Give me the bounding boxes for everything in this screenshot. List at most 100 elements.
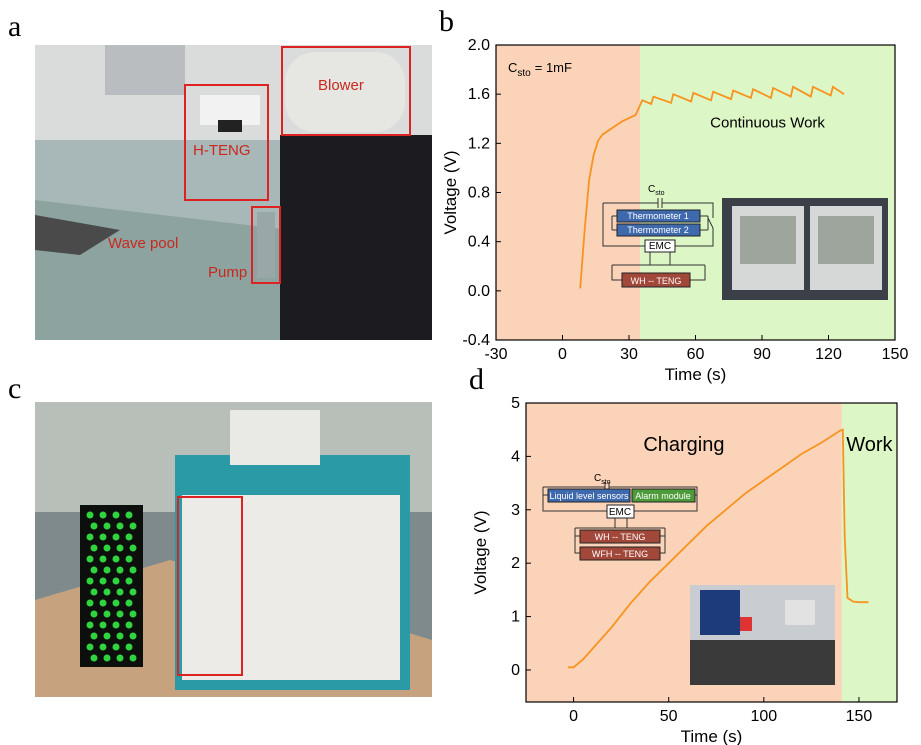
- alarm: [740, 617, 752, 631]
- led: [112, 621, 120, 629]
- lcd: [818, 216, 874, 264]
- capacitor-subscript: sto: [655, 190, 664, 197]
- led: [99, 643, 107, 651]
- led: [129, 544, 137, 552]
- led: [125, 555, 133, 563]
- y-tick-label: 5: [511, 395, 520, 412]
- inset-photo-b: [722, 198, 888, 300]
- x-tick-label: 60: [687, 346, 705, 363]
- y-tick-label: 0.0: [468, 283, 490, 300]
- cabinet: [105, 45, 185, 95]
- y-axis-title: Voltage (V): [441, 150, 460, 234]
- y-axis-title: Voltage (V): [471, 510, 490, 594]
- led: [116, 632, 124, 640]
- x-tick-label: 150: [846, 708, 873, 725]
- data-line: [579, 85, 845, 289]
- circuit-d: Csto Liquid level sensors Alarm module E…: [542, 473, 698, 561]
- capacitor-label: Csto: [648, 184, 665, 197]
- led: [116, 566, 124, 574]
- panel-label: a: [8, 10, 21, 43]
- led: [90, 522, 98, 530]
- blower-body: [285, 52, 405, 132]
- teng-core: [218, 120, 242, 132]
- led: [129, 588, 137, 596]
- emc-box: [606, 504, 635, 519]
- x-tick-label: 30: [620, 346, 638, 363]
- annotation-box: [184, 84, 269, 201]
- led: [99, 533, 107, 541]
- y-tick-label: -0.4: [462, 332, 490, 349]
- y-tick-label: 0.4: [468, 234, 490, 251]
- load-label: Alarm module: [635, 491, 691, 501]
- photo-c: [35, 402, 432, 697]
- emc-label: EMC: [649, 241, 671, 252]
- led: [103, 522, 111, 530]
- led: [99, 555, 107, 563]
- led: [112, 577, 120, 585]
- source-box: [579, 546, 661, 561]
- x-tick-label: 90: [753, 346, 771, 363]
- led: [116, 654, 124, 662]
- photo-annotation: Blower: [318, 77, 364, 94]
- led-inset: [80, 505, 143, 667]
- x-tick-label: 120: [815, 346, 842, 363]
- x-tick-label: 0: [569, 708, 578, 725]
- led: [90, 544, 98, 552]
- paddle: [35, 215, 120, 255]
- load-box: [631, 488, 696, 503]
- led: [125, 643, 133, 651]
- led: [99, 511, 107, 519]
- load-box: [547, 488, 631, 503]
- led: [129, 654, 137, 662]
- led: [116, 522, 124, 530]
- led: [125, 621, 133, 629]
- led: [129, 610, 137, 618]
- x-tick-label: 50: [660, 708, 678, 725]
- led: [86, 555, 94, 563]
- led: [103, 588, 111, 596]
- annotation-subscript: sto: [517, 68, 531, 79]
- y-tick-label: 4: [511, 448, 520, 465]
- led: [112, 643, 120, 651]
- led: [99, 621, 107, 629]
- y-tick-label: 3: [511, 502, 520, 519]
- monitor: [700, 590, 740, 635]
- photo-annotation: H-TENG: [193, 142, 251, 159]
- led: [112, 599, 120, 607]
- source-label: WH -- TENG: [631, 276, 682, 286]
- led: [86, 621, 94, 629]
- region: [841, 403, 897, 702]
- load-label: Thermometer 1: [627, 211, 689, 221]
- emc-box: [644, 239, 676, 253]
- panel-label: b: [439, 5, 454, 38]
- led: [112, 511, 120, 519]
- annotation-box: [177, 496, 243, 676]
- y-tick-label: 0: [511, 662, 520, 679]
- led: [90, 588, 98, 596]
- source-box: [579, 529, 661, 544]
- led: [86, 577, 94, 585]
- led: [103, 610, 111, 618]
- led: [103, 632, 111, 640]
- led: [103, 654, 111, 662]
- annotation-symbol: C: [508, 60, 517, 75]
- led: [86, 643, 94, 651]
- led: [86, 533, 94, 541]
- led: [116, 610, 124, 618]
- desk: [690, 640, 835, 685]
- led: [90, 654, 98, 662]
- region-label: Work: [846, 434, 893, 456]
- led: [125, 533, 133, 541]
- machine: [280, 135, 432, 340]
- y-tick-label: 1: [511, 609, 520, 626]
- annotation-box: [251, 206, 281, 284]
- panel-label: c: [8, 372, 21, 405]
- led: [90, 632, 98, 640]
- led: [125, 511, 133, 519]
- capacitor-subscript: sto: [601, 479, 610, 486]
- x-tick-label: 150: [882, 346, 909, 363]
- led: [99, 577, 107, 585]
- device: [785, 600, 815, 625]
- small-breadboard: [230, 410, 320, 465]
